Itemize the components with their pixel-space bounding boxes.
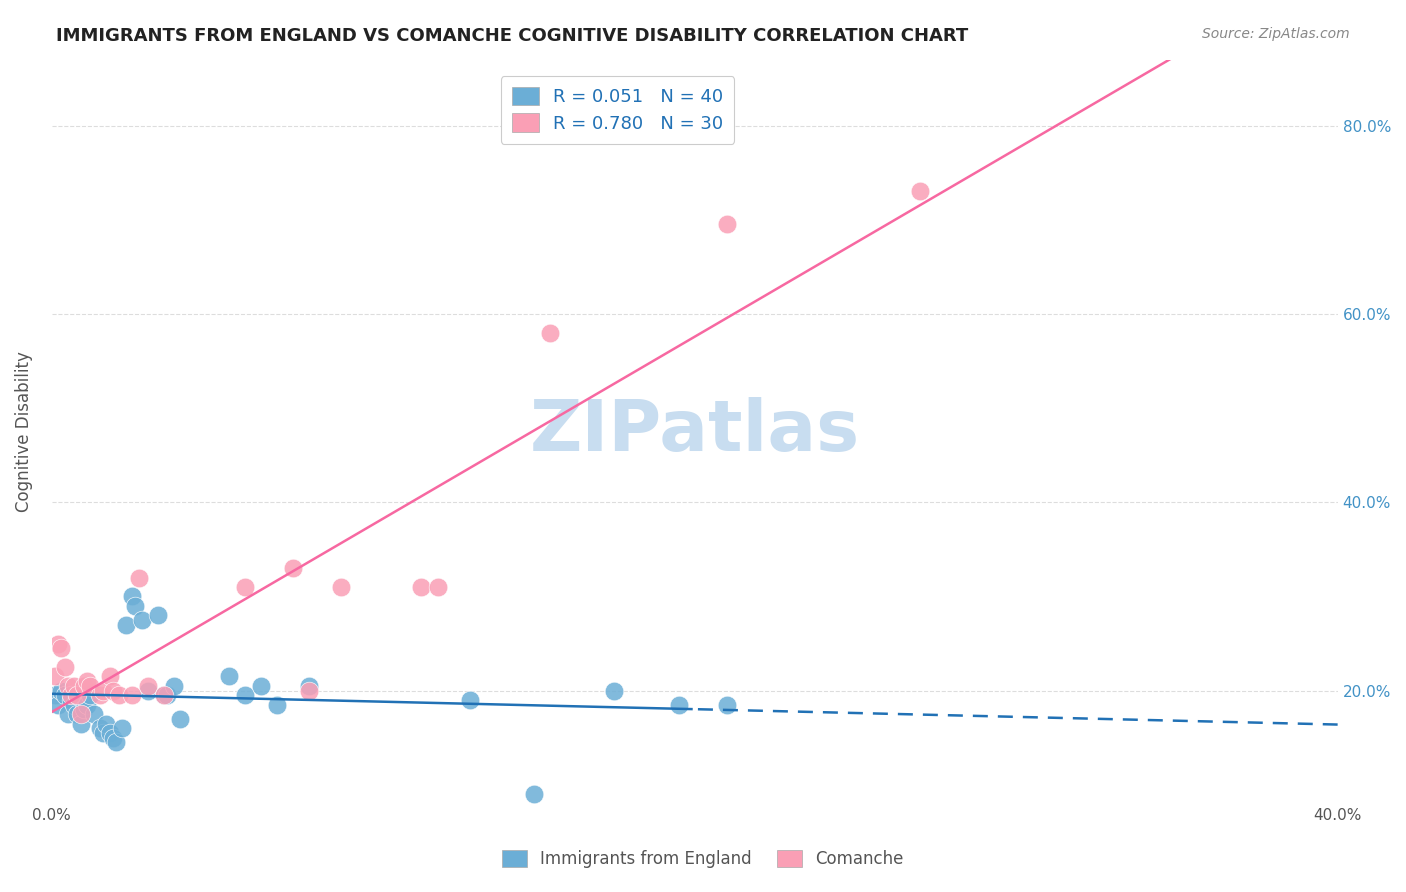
Point — [136, 683, 159, 698]
Point — [426, 580, 449, 594]
Point — [523, 787, 546, 801]
Point — [716, 698, 738, 712]
Point — [156, 688, 179, 702]
Point — [108, 688, 131, 702]
Point — [121, 688, 143, 702]
Point — [60, 693, 83, 707]
Point — [128, 571, 150, 585]
Point — [101, 683, 124, 698]
Legend: R = 0.051   N = 40, R = 0.780   N = 30: R = 0.051 N = 40, R = 0.780 N = 30 — [501, 76, 734, 144]
Point — [46, 698, 69, 712]
Point — [51, 641, 73, 656]
Point — [73, 679, 96, 693]
Point — [163, 679, 186, 693]
Point — [603, 683, 626, 698]
Point — [153, 688, 176, 702]
Point — [96, 716, 118, 731]
Point — [83, 707, 105, 722]
Point — [44, 669, 66, 683]
Point — [66, 688, 89, 702]
Point — [98, 669, 121, 683]
Point — [101, 731, 124, 745]
Point — [233, 580, 256, 594]
Point — [60, 688, 83, 702]
Point — [79, 679, 101, 693]
Point — [111, 721, 134, 735]
Point — [330, 580, 353, 594]
Point — [63, 679, 86, 693]
Point — [79, 688, 101, 702]
Point — [105, 735, 128, 749]
Point — [266, 698, 288, 712]
Point — [91, 726, 114, 740]
Point — [63, 698, 86, 712]
Point — [69, 707, 91, 722]
Point — [69, 716, 91, 731]
Point — [76, 698, 98, 712]
Text: ZIPatlas: ZIPatlas — [530, 397, 859, 467]
Point — [131, 613, 153, 627]
Point — [281, 561, 304, 575]
Point — [98, 726, 121, 740]
Text: IMMIGRANTS FROM ENGLAND VS COMANCHE COGNITIVE DISABILITY CORRELATION CHART: IMMIGRANTS FROM ENGLAND VS COMANCHE COGN… — [56, 27, 969, 45]
Point — [218, 669, 240, 683]
Point — [114, 617, 136, 632]
Y-axis label: Cognitive Disability: Cognitive Disability — [15, 351, 32, 512]
Point — [233, 688, 256, 702]
Point — [169, 712, 191, 726]
Point — [124, 599, 146, 613]
Point — [89, 688, 111, 702]
Point — [716, 218, 738, 232]
Point — [136, 679, 159, 693]
Point — [538, 326, 561, 340]
Point — [46, 636, 69, 650]
Point — [411, 580, 433, 594]
Point — [91, 683, 114, 698]
Point — [298, 683, 321, 698]
Point — [249, 679, 271, 693]
Point — [89, 721, 111, 735]
Point — [121, 590, 143, 604]
Point — [56, 707, 79, 722]
Point — [458, 693, 481, 707]
Point — [73, 702, 96, 716]
Point — [53, 688, 76, 702]
Point — [146, 608, 169, 623]
Point — [44, 688, 66, 702]
Text: Source: ZipAtlas.com: Source: ZipAtlas.com — [1202, 27, 1350, 41]
Point — [908, 185, 931, 199]
Point — [298, 679, 321, 693]
Point — [153, 688, 176, 702]
Point — [668, 698, 690, 712]
Point — [51, 683, 73, 698]
Point — [53, 660, 76, 674]
Point — [56, 679, 79, 693]
Legend: Immigrants from England, Comanche: Immigrants from England, Comanche — [495, 843, 911, 875]
Point — [76, 674, 98, 689]
Point — [66, 707, 89, 722]
